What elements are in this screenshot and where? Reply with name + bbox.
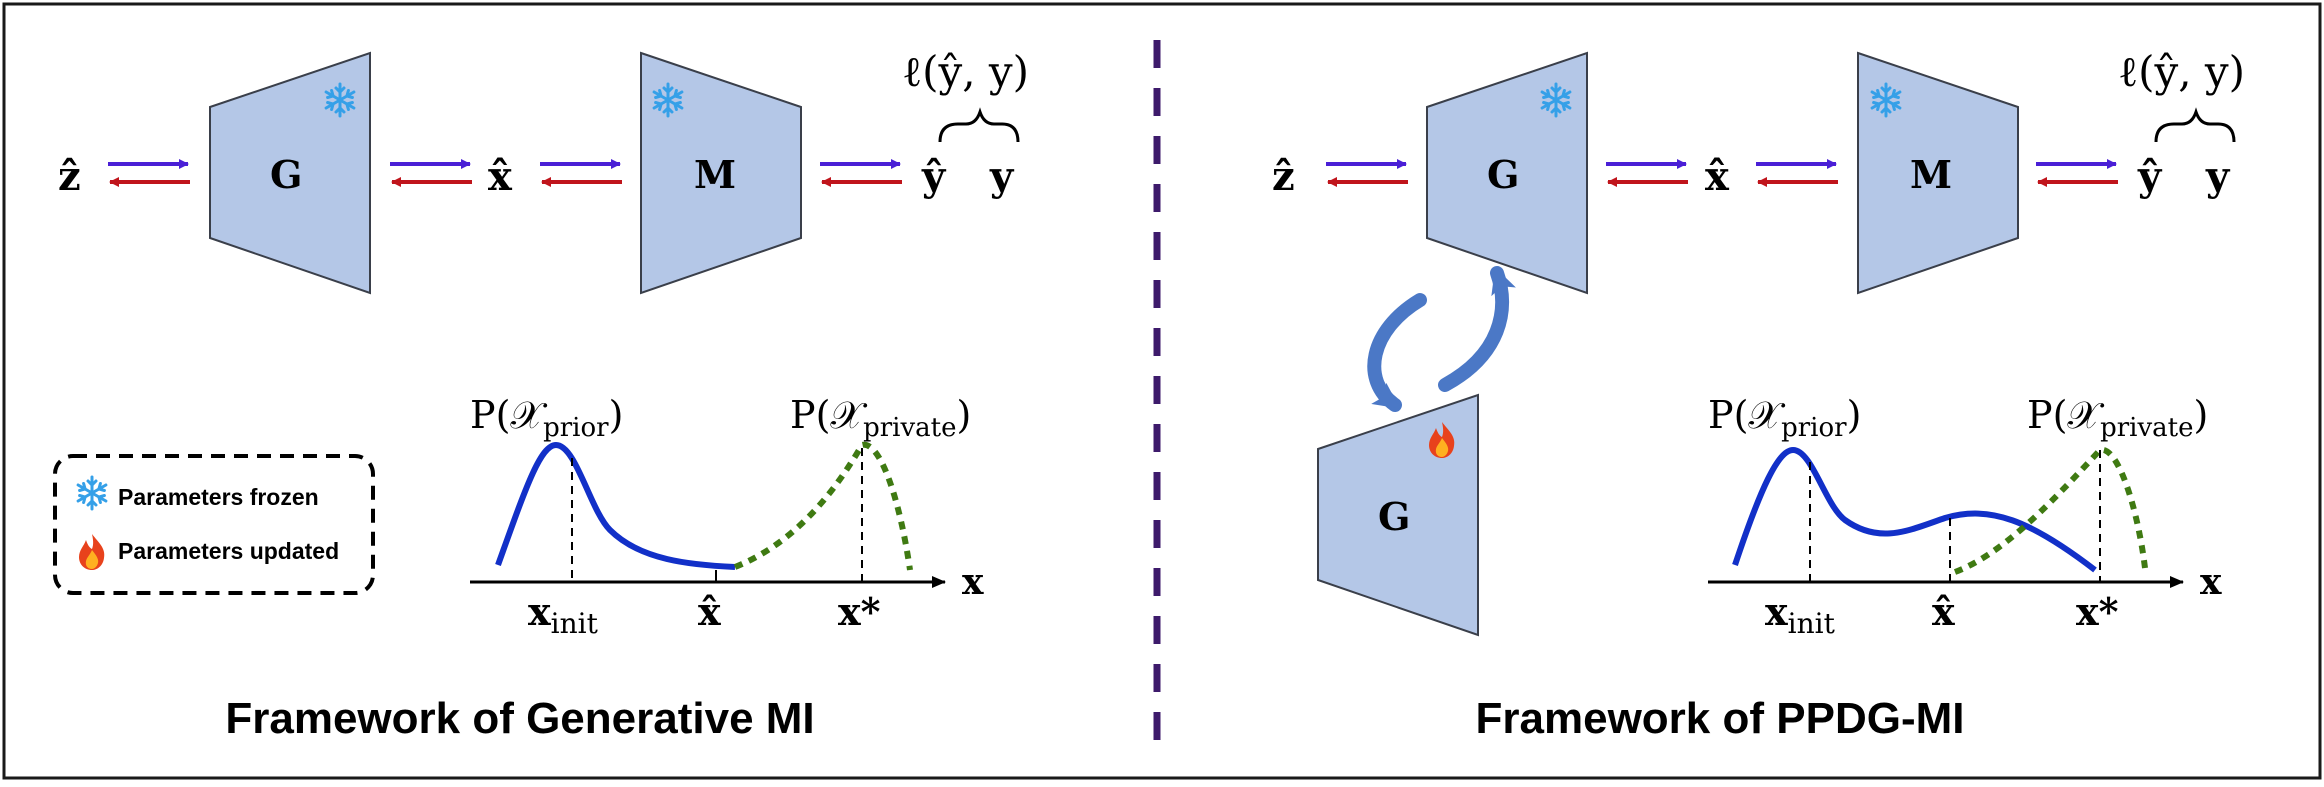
right-x-hat-axis-label: x̂ [1932,589,1955,634]
left-generator-block [209,51,371,295]
left-axis-label: x [962,561,984,603]
cycle-arrow-down [1367,293,1427,412]
left-y-label: y [989,153,1015,200]
right-panel: ẑ G x̂ M ŷ y ℓ(ŷ, y) G x [1272,47,2245,743]
right-loss-label: ℓ(ŷ, y) [2118,47,2245,96]
left-model-block [640,51,802,295]
right-x-init-main: x [1765,589,1788,634]
right-prior-label-close: ) [1847,393,1862,437]
left-x-hat-axis-label: x̂ [698,589,721,634]
right-x-star-label: x* [2076,589,2119,634]
left-loss-label: ℓ(ŷ, y) [902,47,1029,96]
right-generator-label: G [1487,152,1519,197]
left-x-init-main: x [528,589,551,634]
left-x-init-label: xinit [528,589,599,640]
right-loss-brace [2154,107,2236,143]
cycle-arrow-up [1438,266,1516,392]
left-x-init-sub: init [551,607,599,640]
right-x-init-label: xinit [1765,589,1836,640]
left-x-hat-label: x̂ [488,153,513,200]
right-y-hat-label: ŷ [2137,153,2163,200]
left-private-curve [733,441,913,571]
right-axis-label: x [2200,561,2222,603]
left-x-star-label: x* [838,589,881,634]
legend-updated-label: Parameters updated [118,538,339,564]
updated-generator-label: G [1378,494,1410,539]
right-private-curve [1953,446,2148,575]
left-panel: ẑ G x̂ M ŷ y ℓ(ŷ, y) Parameters frozen P… [53,47,1029,743]
left-prior-label-sub: prior [543,413,609,443]
legend-fire-icon [79,534,105,570]
right-prior-curve [1732,446,2097,573]
left-z-hat-label: ẑ [58,153,81,200]
right-private-label-main: P(𝒳 [2027,393,2104,437]
right-private-label-sub: private [2100,413,2193,443]
left-private-label-main: P(𝒳 [790,393,867,437]
right-model-label: M [1910,152,1952,197]
left-y-hat-label: ŷ [921,153,947,200]
right-z-hat-label: ẑ [1272,153,1295,200]
right-model-block [1857,51,2019,295]
right-x-init-sub: init [1788,607,1836,640]
right-caption: Framework of PPDG-MI [1476,694,1965,743]
right-prior-label-sub: prior [1781,413,1847,443]
right-private-label-close: ) [2194,393,2209,437]
right-prior-label: P(𝒳prior) [1708,393,1861,443]
right-private-label: P(𝒳private) [2027,393,2208,443]
right-y-label: y [2205,153,2231,200]
legend-frozen-label: Parameters frozen [118,484,319,510]
right-x-hat-label: x̂ [1705,153,1730,200]
left-prior-label: P(𝒳prior) [470,393,623,443]
left-model-label: M [694,152,736,197]
left-prior-label-main: P(𝒳 [470,393,547,437]
left-private-label-sub: private [863,413,956,443]
left-caption: Framework of Generative MI [225,694,814,743]
left-prior-curve [495,441,736,570]
left-private-label-close: ) [957,393,972,437]
right-generator-block [1426,51,1588,295]
left-generator-label: G [270,152,302,197]
left-prior-label-close: ) [609,393,624,437]
left-private-label: P(𝒳private) [790,393,971,443]
right-prior-label-main: P(𝒳 [1708,393,1785,437]
left-loss-brace [938,107,1020,143]
legend-box [53,454,375,595]
legend-snowflake-icon [76,475,108,511]
